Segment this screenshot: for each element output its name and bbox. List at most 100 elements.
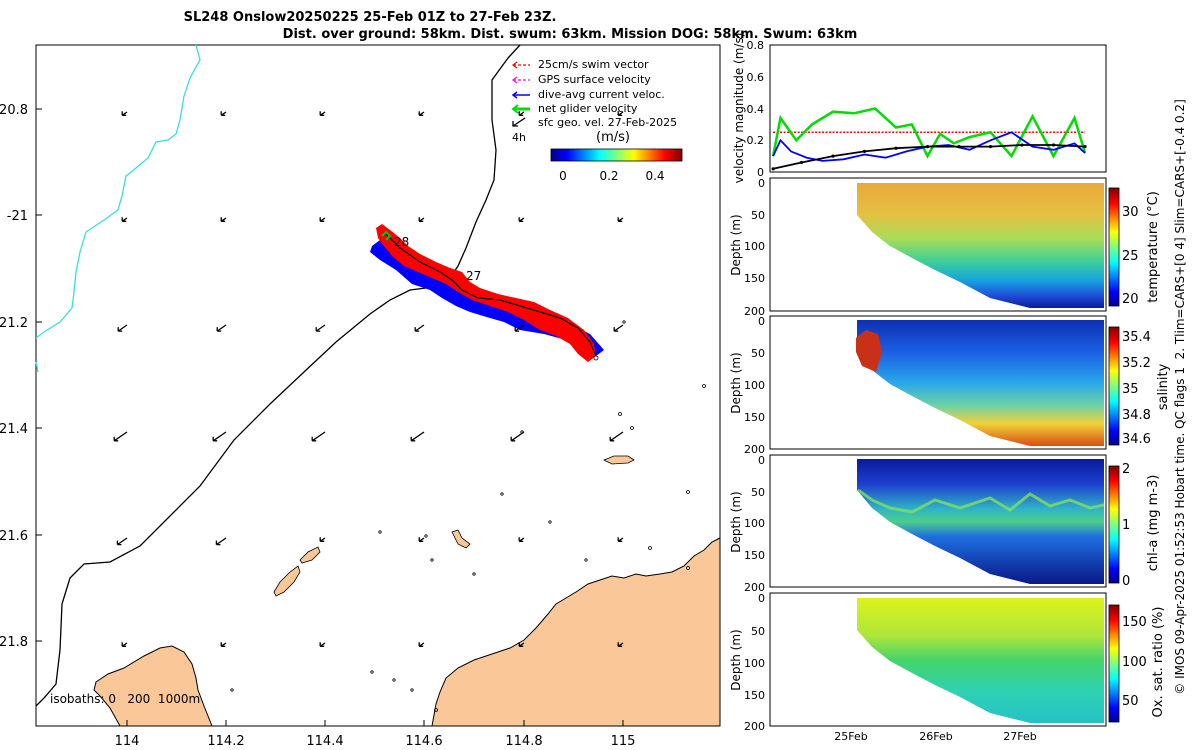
temp-colorbar: [1108, 187, 1120, 307]
legend-sfc-geo: sfc geo. vel. 27-Feb-2025: [538, 116, 677, 129]
colorbar-tick-04: 0.4: [645, 169, 664, 183]
island-3: [299, 546, 321, 564]
current-arrow: [414, 324, 425, 332]
current-arrow: [617, 537, 624, 542]
current-arrow: [418, 217, 425, 222]
legend-net-arrowhead: [511, 104, 519, 114]
map-tick-marks: [36, 108, 624, 726]
colorbar-tick-02: 0.2: [599, 169, 618, 183]
map-ytick-6: 21.8: [0, 635, 28, 650]
chla-ticks: 0 50 100 150 200: [744, 454, 765, 594]
current-arrow: [617, 111, 624, 116]
current-arrow: [116, 537, 128, 546]
map-xtick-1: 114: [115, 734, 140, 749]
sal-ylabel: Depth (m): [729, 352, 743, 413]
chl-ytick-150: 150: [744, 549, 765, 562]
salinity-ticks: 0 50 100 150 200: [744, 315, 765, 456]
sal-ytick-50: 50: [751, 347, 765, 360]
legend-scale-4h: 4h: [512, 131, 526, 144]
map-ytick-5: 21.6: [0, 529, 28, 544]
sal-ytick-150: 150: [744, 411, 765, 424]
sal-ytick-200: 200: [744, 443, 765, 456]
figure-subtitle: Dist. over ground: 58km. Dist. swum: 63k…: [282, 27, 858, 42]
legend-dive-arrowhead: [511, 91, 518, 99]
velocity-panel: 0 0.2 0.4 0.6 0.8 velocity magnitude (m/…: [732, 33, 1107, 183]
current-arrow: [220, 217, 227, 222]
temp-clabel: temperature (°C): [1146, 191, 1161, 303]
sal-ctick-35: 35: [1122, 382, 1139, 397]
current-arrow: [518, 217, 525, 222]
glider-track: [370, 224, 604, 362]
xtick-27feb: 27Feb: [1003, 730, 1036, 743]
current-arrow: [319, 537, 326, 542]
map-panel: 28 27 25cm/s swim vector GPS surface vel…: [0, 44, 721, 749]
map-xtick-3: 114.4: [306, 734, 343, 749]
current-arrow: [418, 111, 425, 116]
sal-ctick-348: 34.8: [1122, 408, 1151, 423]
sal-colorbar: [1108, 326, 1120, 446]
velocity-series-line: [771, 107, 1087, 159]
coast-land: [431, 537, 721, 727]
sfc-geo-point: [831, 154, 835, 158]
current-arrow: [121, 217, 128, 222]
map-legend: 25cm/s swim vector GPS surface velocity …: [511, 58, 677, 144]
current-arrow: [418, 642, 425, 647]
map-ytick-3: 21.2: [0, 316, 28, 331]
land-southwest: [93, 645, 213, 727]
legend-dive-avg: dive-avg current veloc.: [538, 88, 665, 101]
sfc-geo-point: [862, 149, 867, 153]
sfc-geo-point: [957, 145, 961, 149]
isobath-1000m-b: [35, 361, 39, 373]
map-xtick-6: 115: [611, 734, 636, 749]
small-islets: [230, 320, 706, 712]
temp-ctick-25: 25: [1122, 249, 1139, 264]
vel-ytick-06: 0.6: [747, 71, 765, 84]
current-arrow: [215, 537, 227, 546]
sfc-geo-point: [925, 145, 930, 149]
chl-ytick-200: 200: [744, 581, 765, 594]
velocity-series: [771, 107, 1087, 171]
current-arrow: [220, 111, 227, 116]
current-arrow: [518, 111, 525, 116]
map-xtick-4: 114.6: [405, 734, 442, 749]
chl-clabel: chl-a (mg m-3): [1146, 475, 1161, 572]
chl-ytick-100: 100: [744, 517, 765, 530]
vel-ytick-08: 0.8: [747, 39, 765, 52]
salinity-panel: 0 50 100 150 200 Depth (m) 35.4 35.2 35 …: [729, 315, 1171, 456]
time-xticks: 25Feb 26Feb 27Feb: [834, 730, 1036, 743]
chl-ylabel: Depth (m): [729, 491, 743, 552]
ox-ctick-150: 150: [1122, 615, 1147, 630]
current-arrow: [121, 642, 128, 647]
chl-ytick-0: 0: [758, 454, 765, 467]
legend-gps-velocity: GPS surface velocity: [538, 73, 651, 86]
isobaths-note: isobaths: 0 200 1000m: [50, 692, 200, 706]
temp-ytick-50: 50: [751, 209, 765, 222]
ox-ytick-100: 100: [744, 657, 765, 670]
temp-ytick-0: 0: [758, 177, 765, 190]
velocity-series-line: [772, 131, 1086, 162]
colorbar-gradient: [550, 148, 683, 162]
current-arrow: [518, 537, 525, 542]
sal-ctick-346: 34.6: [1122, 432, 1151, 447]
current-arrow: [613, 324, 624, 332]
current-arrow: [113, 431, 128, 442]
sfc-geo-point: [799, 160, 804, 165]
ox-ytick-50: 50: [751, 625, 765, 638]
sfc-geo-point: [1020, 143, 1024, 147]
day-label-28: 28: [394, 235, 409, 249]
oxygen-section: [857, 598, 1104, 723]
current-arrow: [121, 111, 128, 116]
ox-ytick-150: 150: [744, 689, 765, 702]
current-arrow: [410, 431, 425, 442]
salinity-section: [857, 320, 1104, 446]
ox-colorbar: [1108, 604, 1120, 723]
current-arrow: [319, 217, 326, 222]
ox-ctick-100: 100: [1122, 655, 1147, 670]
temperature-ticks: 0 50 100 150 200: [744, 177, 765, 318]
current-arrow: [319, 111, 326, 116]
temperature-section: [857, 183, 1104, 308]
map-axes: 20.8 -21 21.2 21.4 21.6 21.8 114 114.2 1…: [0, 103, 635, 749]
sfc-geo-point: [1051, 143, 1056, 147]
xtick-26feb: 26Feb: [919, 730, 952, 743]
